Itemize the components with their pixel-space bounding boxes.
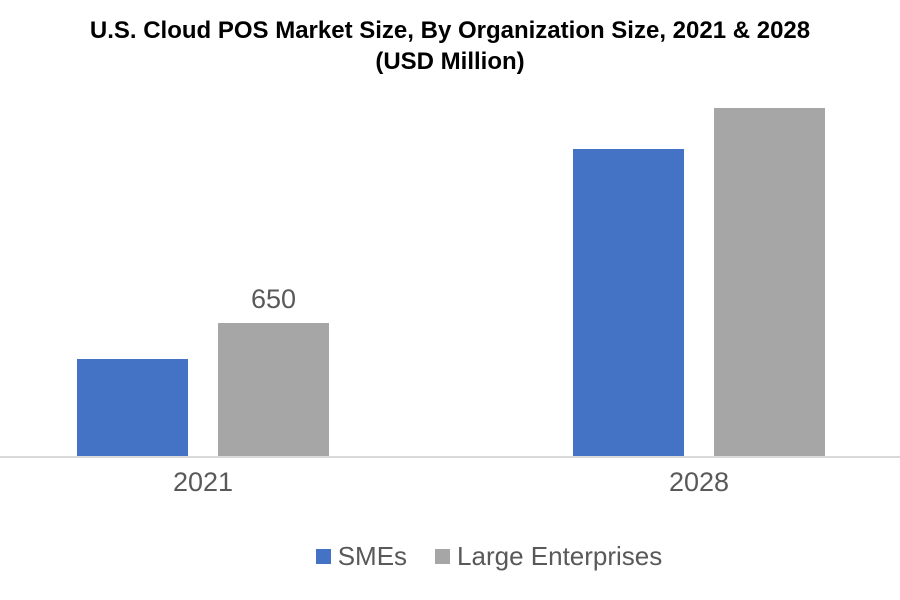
plot-area: 650 (0, 88, 900, 458)
x-tick-label-2021: 2021 (172, 467, 234, 497)
chart-title: U.S. Cloud POS Market Size, By Organizat… (0, 15, 900, 77)
x-tick-label-2028: 2028 (668, 467, 730, 497)
legend-marker-icon-large-enterprises (435, 548, 451, 564)
bar-2021-smes (77, 359, 188, 456)
chart-title-line-1: U.S. Cloud POS Market Size, By Organizat… (89, 17, 811, 44)
bar-group-2028 (573, 88, 825, 456)
bar-2021-large-enterprises (218, 323, 329, 456)
bar-2028-large-enterprises (714, 108, 825, 456)
legend: SMEs Large Enterprises (0, 541, 900, 571)
legend-item-smes: SMEs (315, 541, 408, 571)
bar-2028-smes (573, 149, 684, 456)
legend-marker-icon-smes (315, 548, 331, 564)
chart-title-line-2: (USD Million) (375, 48, 525, 75)
legend-item-large-enterprises: Large Enterprises (435, 541, 662, 571)
legend-label-smes: SMEs (337, 541, 408, 571)
x-axis: 2021 2028 (0, 466, 900, 498)
legend-label-large-enterprises: Large Enterprises (457, 541, 663, 571)
bar-group-2021: 650 (77, 88, 329, 456)
data-label-2021-large-enterprises: 650 (250, 284, 297, 314)
